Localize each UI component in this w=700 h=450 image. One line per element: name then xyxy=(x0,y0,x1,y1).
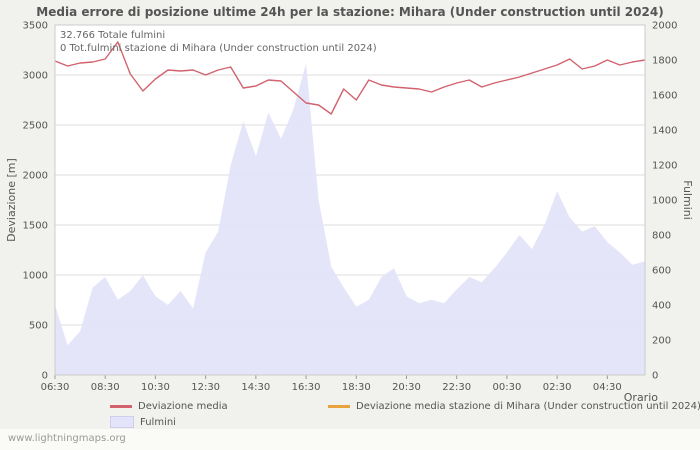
footer-bar: www.lightningmaps.org xyxy=(0,429,700,450)
svg-text:1200: 1200 xyxy=(652,161,677,172)
svg-text:06:30: 06:30 xyxy=(41,382,70,393)
chart-title: Media errore di posizione ultime 24h per… xyxy=(36,5,664,19)
legend-label-fulmini: Fulmini xyxy=(140,417,176,428)
legend-label-deviazione-media: Deviazione media xyxy=(138,401,228,412)
svg-text:22:30: 22:30 xyxy=(442,382,471,393)
svg-text:1000: 1000 xyxy=(652,196,677,207)
svg-text:04:30: 04:30 xyxy=(593,382,622,393)
left-axis-label: Deviazione [m] xyxy=(5,158,18,242)
legend-swatch-deviazione-stazione xyxy=(328,404,350,408)
svg-text:14:30: 14:30 xyxy=(241,382,270,393)
svg-text:2000: 2000 xyxy=(652,21,677,32)
legend-item-deviazione-media: Deviazione media xyxy=(110,401,228,412)
footer-watermark: www.lightningmaps.org xyxy=(8,433,126,444)
svg-text:2500: 2500 xyxy=(23,121,48,132)
legend-item-fulmini: Fulmini xyxy=(110,416,176,428)
right-axis-label: Fulmini xyxy=(681,180,694,220)
svg-text:10:30: 10:30 xyxy=(141,382,170,393)
legend-label-deviazione-stazione: Deviazione media stazione di Mihara (Und… xyxy=(356,401,700,412)
svg-text:1500: 1500 xyxy=(23,221,48,232)
svg-text:1600: 1600 xyxy=(652,91,677,102)
x-axis-label: Orario xyxy=(623,391,658,404)
svg-text:3500: 3500 xyxy=(23,21,48,32)
svg-text:02:30: 02:30 xyxy=(543,382,572,393)
svg-text:12:30: 12:30 xyxy=(191,382,220,393)
svg-text:500: 500 xyxy=(29,321,48,332)
svg-text:1400: 1400 xyxy=(652,126,677,137)
svg-text:200: 200 xyxy=(652,336,671,347)
annotation-total-fulmini: 32.766 Totale fulmini xyxy=(60,30,166,41)
legend-item-deviazione-stazione: Deviazione media stazione di Mihara (Und… xyxy=(328,401,700,412)
svg-text:800: 800 xyxy=(652,231,671,242)
svg-text:600: 600 xyxy=(652,266,671,277)
legend-swatch-fulmini xyxy=(110,416,134,428)
legend-swatch-deviazione-media xyxy=(110,404,132,408)
svg-text:3000: 3000 xyxy=(23,71,48,82)
svg-text:1000: 1000 xyxy=(23,271,48,282)
svg-text:20:30: 20:30 xyxy=(392,382,421,393)
svg-text:0: 0 xyxy=(42,371,48,382)
svg-text:16:30: 16:30 xyxy=(292,382,321,393)
annotation-station-fulmini: 0 Tot.fulmini stazione di Mihara (Under … xyxy=(60,43,377,54)
svg-text:400: 400 xyxy=(652,301,671,312)
svg-text:18:30: 18:30 xyxy=(342,382,371,393)
svg-text:2000: 2000 xyxy=(23,171,48,182)
svg-text:00:30: 00:30 xyxy=(493,382,522,393)
svg-text:08:30: 08:30 xyxy=(91,382,120,393)
svg-text:1800: 1800 xyxy=(652,56,677,67)
svg-text:0: 0 xyxy=(652,371,658,382)
